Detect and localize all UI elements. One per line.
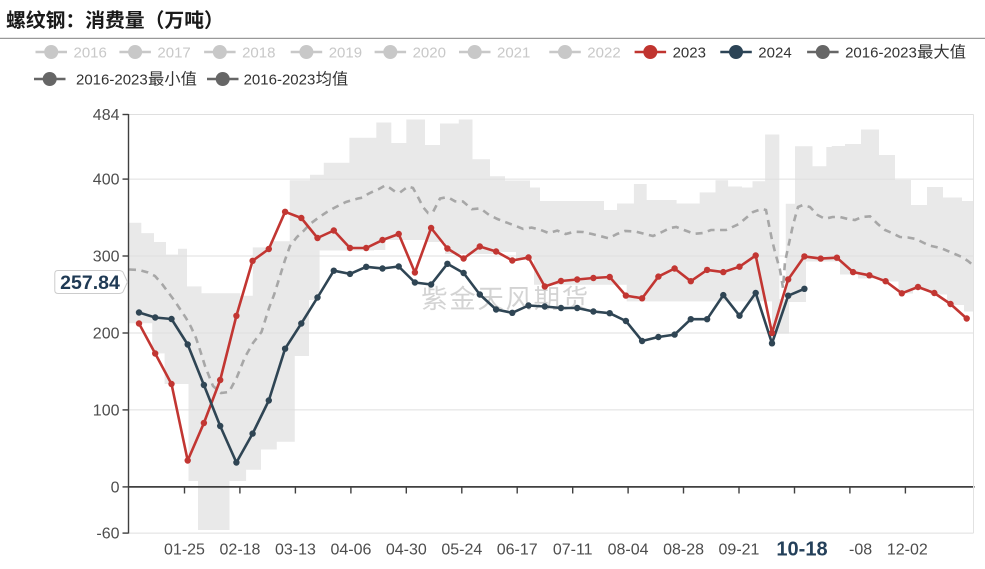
svg-text:2017: 2017 [157, 44, 190, 61]
svg-text:08-04: 08-04 [608, 542, 649, 559]
svg-text:2020: 2020 [413, 44, 446, 61]
svg-text:07-11: 07-11 [553, 542, 593, 559]
svg-text:300: 300 [93, 249, 120, 266]
svg-text:-08: -08 [849, 542, 872, 559]
svg-text:100: 100 [93, 402, 120, 419]
svg-text:2016-2023: 2016-2023 [244, 71, 316, 88]
svg-text:04-30: 04-30 [386, 542, 427, 559]
svg-text:06-17: 06-17 [497, 542, 538, 559]
svg-text:09-21: 09-21 [719, 542, 760, 559]
svg-text:08-28: 08-28 [663, 542, 704, 559]
svg-text:200: 200 [93, 326, 120, 343]
svg-text:2021: 2021 [497, 44, 530, 61]
svg-text:-60: -60 [96, 526, 119, 543]
svg-text:05-24: 05-24 [441, 542, 482, 559]
svg-text:2024: 2024 [758, 44, 791, 61]
svg-text:10-18: 10-18 [776, 539, 827, 561]
svg-text:400: 400 [93, 172, 120, 189]
svg-text:2022: 2022 [587, 44, 620, 61]
svg-text:02-18: 02-18 [220, 542, 261, 559]
svg-text:0: 0 [111, 479, 120, 496]
svg-text:01-25: 01-25 [164, 542, 205, 559]
svg-text:2016-2023: 2016-2023 [845, 44, 917, 61]
svg-text:04-06: 04-06 [330, 542, 371, 559]
svg-text:484: 484 [93, 107, 120, 124]
svg-text:2023: 2023 [673, 44, 706, 61]
svg-text:257.84: 257.84 [60, 272, 120, 294]
svg-text:03-13: 03-13 [275, 542, 316, 559]
svg-text:2019: 2019 [329, 44, 362, 61]
svg-text:2016: 2016 [74, 44, 107, 61]
svg-text:2016-2023: 2016-2023 [76, 71, 148, 88]
svg-text:12-02: 12-02 [887, 542, 928, 559]
svg-text:2018: 2018 [242, 44, 275, 61]
